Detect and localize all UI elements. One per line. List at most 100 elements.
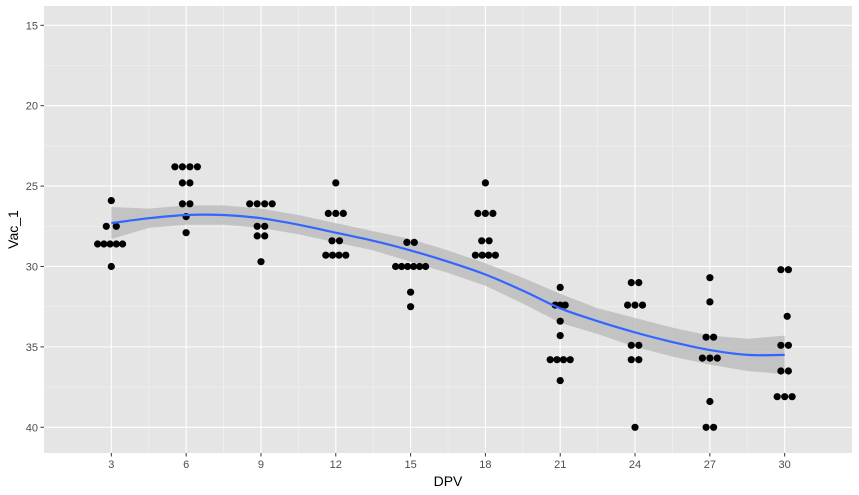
data-point bbox=[553, 356, 561, 364]
data-point bbox=[178, 200, 186, 208]
data-point bbox=[489, 209, 497, 217]
y-tick-label: 30 bbox=[26, 261, 38, 273]
data-point bbox=[328, 251, 337, 259]
data-point bbox=[407, 288, 415, 296]
data-point bbox=[635, 356, 643, 364]
data-point bbox=[178, 179, 186, 187]
data-point bbox=[332, 209, 340, 217]
data-point bbox=[410, 238, 418, 246]
data-point bbox=[193, 163, 201, 171]
x-axis: 3 6 9 12 15 18 21 24 27 30 bbox=[108, 453, 791, 471]
y-axis: 15 20 25 30 35 40 bbox=[26, 20, 44, 434]
data-point bbox=[713, 354, 721, 362]
data-point bbox=[253, 200, 261, 208]
data-point bbox=[186, 179, 194, 187]
data-point bbox=[471, 251, 479, 259]
x-tick-label: 30 bbox=[779, 459, 791, 471]
data-point bbox=[261, 232, 269, 240]
data-point bbox=[706, 274, 714, 282]
data-point bbox=[556, 283, 564, 291]
data-point bbox=[710, 333, 718, 341]
data-point bbox=[407, 303, 415, 311]
x-tick-label: 21 bbox=[554, 459, 566, 471]
data-point bbox=[627, 279, 635, 287]
data-point bbox=[546, 356, 554, 364]
data-point bbox=[261, 200, 269, 208]
data-point bbox=[339, 209, 347, 217]
x-tick-label: 18 bbox=[479, 459, 491, 471]
data-point bbox=[777, 341, 785, 349]
data-point bbox=[342, 251, 350, 259]
data-point bbox=[566, 356, 574, 364]
data-point bbox=[178, 163, 186, 171]
data-point bbox=[784, 266, 793, 274]
x-axis-title: DPV bbox=[434, 473, 463, 489]
data-point bbox=[706, 397, 714, 406]
data-point bbox=[404, 262, 412, 271]
data-point bbox=[783, 312, 791, 320]
data-point bbox=[261, 222, 269, 230]
data-point bbox=[119, 240, 127, 248]
data-point bbox=[556, 377, 564, 385]
data-point bbox=[422, 262, 430, 271]
data-point bbox=[773, 393, 781, 401]
data-point bbox=[102, 222, 110, 230]
data-point bbox=[481, 179, 489, 187]
data-points bbox=[94, 163, 796, 431]
data-point bbox=[635, 279, 643, 287]
data-point bbox=[556, 317, 564, 325]
data-point bbox=[478, 237, 486, 245]
x-tick-label: 15 bbox=[404, 459, 416, 471]
data-point bbox=[410, 262, 418, 271]
data-point bbox=[335, 237, 344, 245]
data-point bbox=[246, 200, 254, 208]
x-tick-label: 3 bbox=[108, 459, 114, 471]
data-point bbox=[706, 354, 714, 362]
data-point bbox=[638, 301, 647, 309]
data-point bbox=[112, 240, 120, 248]
data-point bbox=[702, 333, 710, 341]
data-point bbox=[556, 332, 564, 340]
data-point bbox=[100, 240, 108, 248]
smooth-fit-line bbox=[111, 213, 785, 357]
data-point bbox=[268, 200, 276, 208]
data-point bbox=[253, 232, 261, 240]
x-tick-label: 6 bbox=[183, 459, 189, 471]
data-point bbox=[777, 266, 785, 274]
data-point bbox=[324, 209, 332, 217]
data-point bbox=[631, 423, 639, 431]
data-point bbox=[403, 238, 411, 246]
data-point bbox=[392, 262, 400, 271]
y-tick-label: 15 bbox=[26, 20, 38, 32]
data-point bbox=[474, 209, 482, 217]
confidence-band-layer bbox=[111, 205, 785, 375]
data-point bbox=[171, 163, 179, 171]
data-point bbox=[706, 298, 714, 306]
y-tick-label: 35 bbox=[26, 342, 38, 354]
data-point bbox=[107, 262, 115, 271]
y-tick-label: 20 bbox=[26, 101, 38, 113]
data-point bbox=[335, 251, 343, 259]
x-tick-label: 24 bbox=[629, 459, 641, 471]
data-point bbox=[253, 222, 261, 230]
data-point bbox=[702, 423, 710, 431]
x-tick-label: 12 bbox=[330, 459, 342, 471]
x-tick-label: 9 bbox=[258, 459, 264, 471]
data-point bbox=[106, 240, 114, 248]
data-point bbox=[485, 237, 493, 245]
confidence-band bbox=[111, 205, 785, 375]
data-point bbox=[398, 262, 406, 271]
data-point bbox=[478, 251, 486, 259]
data-point bbox=[328, 237, 336, 245]
data-point bbox=[94, 240, 102, 248]
data-point bbox=[485, 251, 493, 259]
y-tick-label: 25 bbox=[26, 181, 38, 193]
data-point bbox=[322, 251, 330, 259]
data-point bbox=[788, 393, 796, 401]
data-point bbox=[710, 423, 718, 431]
data-point bbox=[627, 341, 635, 349]
data-point bbox=[561, 301, 569, 309]
data-point bbox=[784, 341, 793, 349]
data-point bbox=[784, 367, 793, 375]
